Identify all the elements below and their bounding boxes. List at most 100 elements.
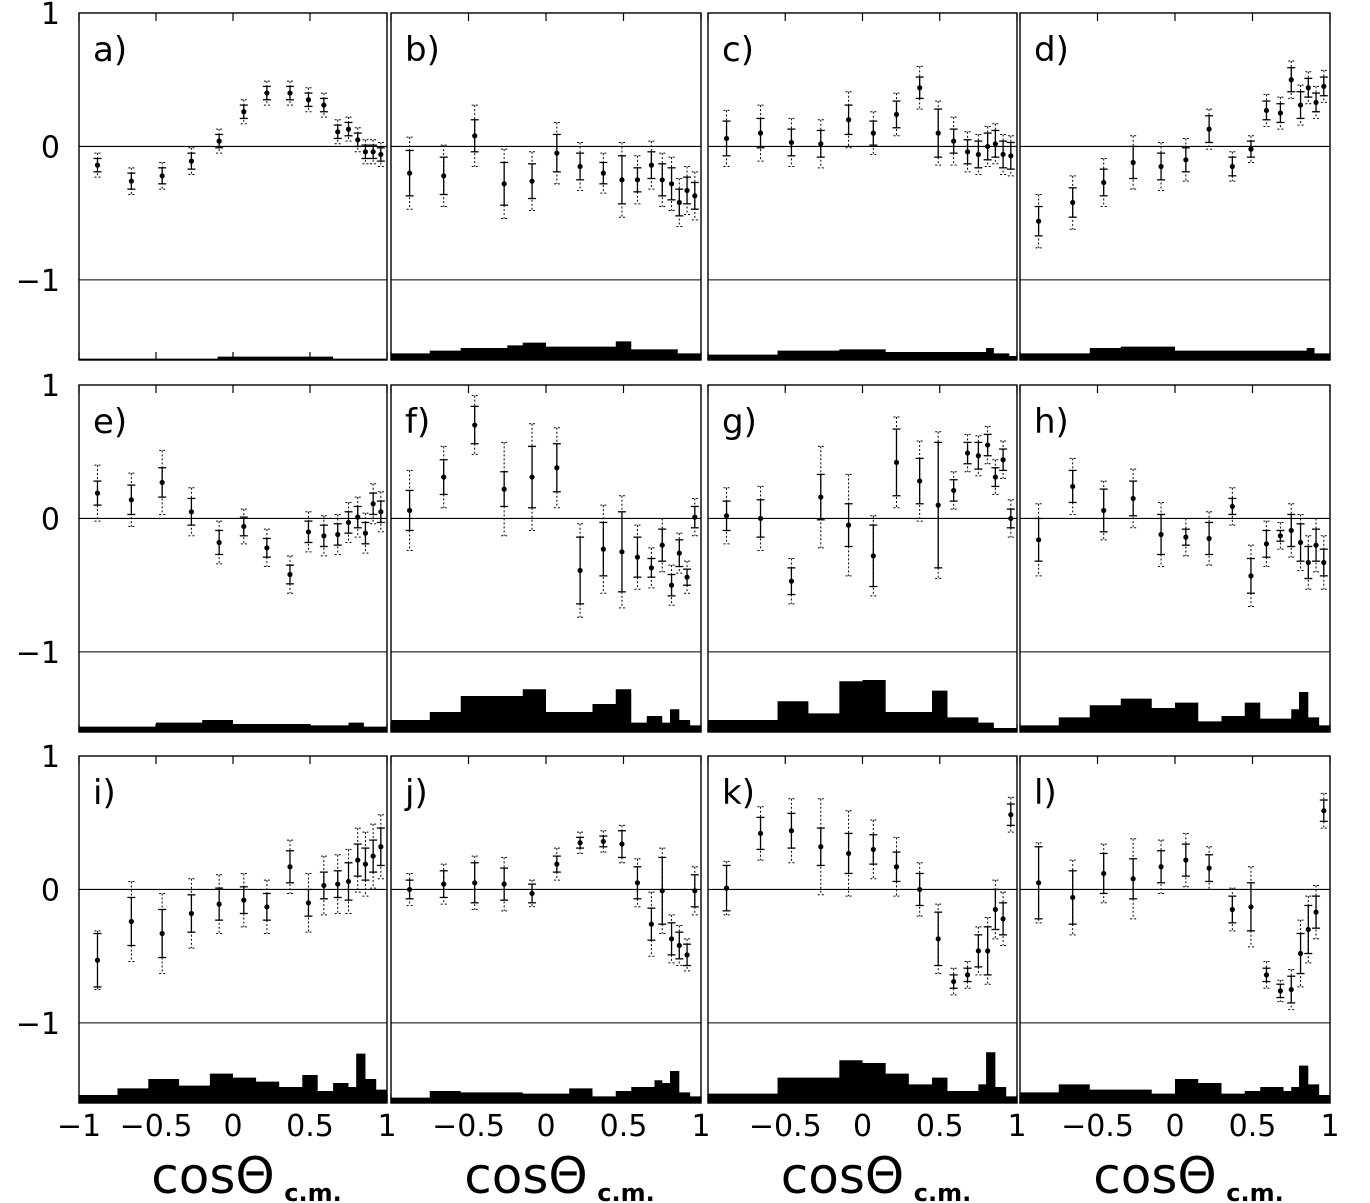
- data-point: [892, 92, 901, 137]
- data-point: [470, 395, 479, 455]
- point-marker: [1305, 926, 1311, 933]
- point-marker: [407, 886, 413, 893]
- panel-frame: [707, 384, 1018, 733]
- data-point: [1246, 866, 1255, 948]
- point-marker: [692, 193, 698, 199]
- panel-label: h): [1034, 402, 1069, 442]
- data-point: [1276, 96, 1285, 130]
- data-point: [1228, 887, 1237, 932]
- point-marker: [554, 150, 560, 156]
- point-marker: [634, 880, 641, 886]
- data-point: [934, 100, 943, 166]
- panel-label: k): [722, 773, 755, 813]
- y-tick-label: 0: [41, 130, 60, 165]
- panel-g: [707, 384, 1018, 733]
- point-marker: [676, 550, 682, 556]
- point-marker: [305, 900, 312, 906]
- data-point: [1006, 796, 1015, 833]
- y-tick-label: 1: [41, 740, 60, 775]
- point-marker: [818, 844, 824, 850]
- data-point: [1319, 535, 1328, 590]
- point-marker: [1036, 537, 1042, 543]
- x-axis-title: cosΘ: [1093, 1147, 1217, 1203]
- data-point: [690, 866, 699, 916]
- data-point: [647, 140, 656, 190]
- data-point: [215, 128, 224, 154]
- point-marker: [345, 878, 352, 885]
- point-marker: [1070, 483, 1076, 490]
- point-marker: [893, 864, 900, 870]
- data-point: [1228, 487, 1237, 526]
- data-point: [127, 167, 136, 196]
- x-tick-label: 0.5: [600, 1109, 648, 1144]
- point-marker: [648, 162, 655, 168]
- x-tick-label: 0.5: [916, 1109, 964, 1144]
- data-point: [675, 177, 684, 228]
- data-point: [285, 555, 294, 594]
- point-marker: [1263, 972, 1270, 978]
- x-tick-label: 1: [691, 1109, 710, 1144]
- data-point: [353, 496, 362, 538]
- data-point: [999, 440, 1008, 479]
- point-marker: [1158, 531, 1164, 538]
- panel-label: a): [93, 30, 127, 70]
- data-point: [599, 152, 608, 194]
- point-marker: [94, 490, 101, 496]
- data-point: [675, 532, 684, 574]
- point-marker: [1008, 812, 1014, 818]
- panel-frame: [390, 755, 702, 1104]
- data-point: [361, 139, 370, 165]
- point-marker: [472, 133, 478, 139]
- point-marker: [1000, 457, 1006, 463]
- data-point: [500, 148, 509, 220]
- data-point: [1319, 792, 1328, 829]
- point-marker: [917, 85, 923, 91]
- histogram: [1020, 691, 1330, 732]
- point-marker: [362, 149, 369, 155]
- data-point: [617, 824, 626, 864]
- data-point: [1262, 520, 1271, 568]
- y-tick-label: 0: [41, 502, 60, 537]
- data-point: [376, 814, 385, 880]
- data-point: [787, 798, 796, 864]
- point-marker: [757, 830, 764, 837]
- point-marker: [1305, 85, 1311, 91]
- point-marker: [648, 921, 655, 927]
- point-marker: [554, 465, 560, 471]
- data-point: [869, 111, 878, 155]
- data-point: [576, 831, 585, 854]
- point-marker: [188, 910, 195, 917]
- panel-label: l): [1034, 773, 1057, 813]
- panel-frame: [78, 12, 388, 361]
- point-marker: [335, 881, 341, 887]
- point-marker: [128, 497, 134, 503]
- data-point: [844, 473, 853, 577]
- data-point: [333, 854, 342, 914]
- point-marker: [985, 948, 991, 954]
- x-tick-label: 0: [853, 1109, 872, 1144]
- data-point: [405, 136, 414, 210]
- histogram: [79, 1053, 387, 1103]
- point-marker: [241, 523, 247, 530]
- point-marker: [1183, 157, 1189, 163]
- panel-d: [1019, 12, 1331, 361]
- x-axis-title: cosΘ: [781, 1147, 905, 1203]
- data-point: [405, 872, 414, 906]
- data-point: [1034, 503, 1043, 577]
- point-marker: [600, 546, 606, 552]
- point-marker: [668, 181, 675, 187]
- point-marker: [893, 459, 900, 466]
- data-point: [722, 487, 731, 545]
- x-tick-label: −0.5: [749, 1109, 822, 1144]
- data-point: [949, 967, 958, 996]
- point-marker: [407, 507, 413, 514]
- data-point: [1304, 71, 1313, 105]
- data-point: [633, 155, 642, 205]
- data-point: [304, 87, 313, 113]
- point-marker: [870, 846, 876, 853]
- point-marker: [951, 487, 957, 494]
- data-point: [999, 891, 1008, 947]
- data-point: [683, 560, 692, 594]
- data-point: [991, 123, 1000, 165]
- point-marker: [992, 906, 998, 913]
